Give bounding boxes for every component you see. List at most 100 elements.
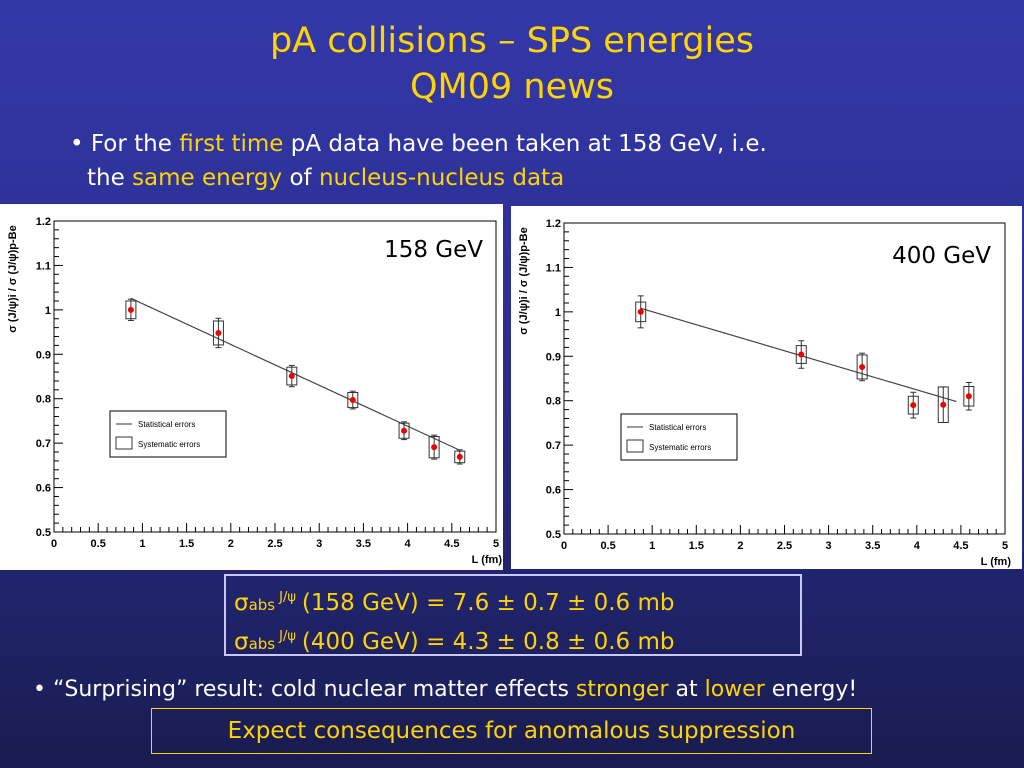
plot-frame	[53, 220, 497, 533]
point-marker	[859, 363, 866, 370]
x-tick-label: 3.5	[356, 538, 371, 550]
plot-158gev-panel: 0 0.5 1 1.5 2 2.5 3 3.5 4 4.5 5 0.5 0.6 0.7 0.8 0.9 1 1.1…	[0, 204, 503, 570]
legend-box	[620, 413, 738, 461]
y-tick-label: 0.9	[546, 351, 561, 363]
energy-label: 158 GeV	[384, 237, 483, 263]
y-axis-label: σ (J/ψ)i / σ (J/ψ)p-Be	[518, 227, 530, 334]
legend-sys-label: Systematic errors	[138, 440, 200, 449]
legend-sys-label: Systematic errors	[649, 443, 711, 452]
data-point	[795, 340, 807, 369]
legend-sys-swatch	[626, 439, 644, 453]
sigma-abs-400-line: σabs J/ψ (400 GeV) = 4.3 ± 0.8 ± 0.6 mb	[234, 621, 800, 660]
bullet1-text-c: the	[87, 165, 133, 191]
plot-400gev: 0 0.5 1 1.5 2 2.5 3 3.5 4 4.5 50.50.60.70.80.911.1…	[518, 218, 1012, 568]
x-tick-label: 4.5	[953, 540, 968, 552]
plot-frame	[563, 222, 1006, 535]
x-tick-label: 1.5	[689, 540, 704, 552]
point-marker	[456, 453, 463, 460]
point-marker	[349, 397, 356, 404]
data-point	[347, 390, 359, 410]
y-tick-label: 0.7	[546, 440, 561, 452]
bullet-first-time: • For the first time pA data have been t…	[70, 127, 767, 161]
y-tick-label: 0.6	[36, 483, 51, 495]
y-tick-label: 0.6	[546, 485, 561, 497]
x-tick-label: 3.5	[865, 540, 880, 552]
legend-stat-label: Statistical errors	[649, 423, 706, 432]
data-point	[907, 391, 919, 419]
slide-title-line1: pA collisions – SPS energies	[269, 21, 755, 61]
plot-400gev-panel: 0 0.5 1 1.5 2 2.5 3 3.5 4 4.5 5 0.5 0.6 0.7 0.8 0.9 1 1.1…	[511, 206, 1022, 569]
bullet-marker: •	[70, 131, 84, 157]
data-point	[963, 381, 975, 411]
x-tick-label: 1	[649, 540, 655, 552]
bullet1-text-d: of	[282, 165, 319, 191]
x-tick-label: 4	[405, 538, 412, 550]
sigma-abs-158-line: σabs J/ψ (158 GeV) = 7.6 ± 0.7 ± 0.6 mb	[234, 582, 800, 621]
sigma-symbol: σ	[234, 590, 249, 616]
x-tick-label: 0	[561, 540, 567, 552]
bullet2-text-a: “Surprising” result: cold nuclear matter…	[52, 677, 576, 702]
sigma-abs-results-box: σabs J/ψ (158 GeV) = 7.6 ± 0.7 ± 0.6 mb σa…	[224, 574, 802, 656]
x-tick-label: 5	[493, 538, 499, 550]
point-marker	[431, 444, 438, 451]
legend-sys-swatch	[115, 436, 133, 450]
slide-title-line2: QM09 news	[410, 67, 614, 107]
x-tick-label: 4	[914, 540, 921, 552]
point-marker	[215, 329, 222, 336]
data-point	[635, 295, 647, 329]
sigma-superscript: J/ψ	[279, 629, 296, 644]
x-tick-label: 0.5	[600, 540, 615, 552]
expect-consequences-box: Expect consequences for anomalous suppre…	[151, 708, 872, 754]
y-tick-label: 1.1	[36, 260, 51, 272]
legend-box	[109, 410, 227, 458]
bullet1-highlight-first-time: first time	[179, 131, 284, 157]
bullet1-highlight-nucleus-data: nucleus-nucleus data	[318, 165, 565, 191]
energy-label: 400 GeV	[892, 243, 991, 269]
sigma-abs-400-value: (400 GeV) = 4.3 ± 0.8 ± 0.6 mb	[301, 629, 675, 655]
x-tick-label: 2.5	[777, 540, 792, 552]
x-axis-label: L (fm)	[472, 554, 503, 566]
point-marker	[798, 351, 805, 358]
point-marker	[965, 393, 972, 400]
y-tick-label: 1	[555, 307, 561, 319]
bullet2-text-c: energy!	[764, 677, 858, 702]
plot-158gev: 0 0.5 1 1.5 2 2.5 3 3.5 4 4.5 50.50.60.70.80.911.1…	[7, 216, 503, 566]
y-tick-label: 0.9	[36, 349, 51, 361]
x-tick-label: 2.5	[267, 538, 282, 550]
x-tick-label: 3	[826, 540, 832, 552]
x-tick-label: 5	[1002, 540, 1008, 552]
sigma-subscript: abs	[248, 635, 276, 653]
bullet1-text-a: For the	[90, 131, 180, 157]
y-axis-label: σ (J/ψ)i / σ (J/ψ)p-Be	[7, 225, 19, 332]
x-tick-label: 1	[139, 538, 145, 550]
data-point	[398, 421, 410, 441]
y-tick-label: 1.1	[546, 262, 561, 274]
bullet2-text-b: at	[668, 677, 705, 702]
bullet2-highlight-stronger: stronger	[575, 677, 669, 702]
y-tick-label: 0.8	[546, 396, 561, 408]
x-tick-label: 0.5	[91, 538, 106, 550]
y-tick-label: 1	[45, 305, 51, 317]
bullet1-highlight-same-energy: same energy	[132, 165, 283, 191]
sigma-superscript: J/ψ	[279, 590, 296, 605]
point-marker	[401, 427, 408, 434]
bullet1-text-b: pA data have been taken at 158 GeV, i.e.	[283, 131, 767, 157]
data-point	[428, 434, 440, 460]
point-marker	[127, 306, 134, 313]
x-tick-label: 4.5	[444, 538, 459, 550]
y-tick-label: 0.5	[546, 529, 561, 541]
legend: Statistical errors Systematic errors	[109, 410, 227, 458]
x-tick-label: 1.5	[179, 538, 194, 550]
legend: Statistical errors Systematic errors	[620, 413, 738, 461]
sigma-subscript: abs	[248, 596, 276, 614]
x-axis-label: L (fm)	[981, 556, 1012, 568]
x-tick-label: 2	[228, 538, 234, 550]
point-marker	[288, 373, 295, 380]
point-marker	[940, 401, 947, 408]
y-tick-label: 1.2	[36, 216, 51, 228]
bullet-surprising-result: • “Surprising” result: cold nuclear matt…	[33, 673, 857, 707]
sigma-symbol: σ	[234, 629, 249, 655]
data-point	[454, 449, 466, 465]
y-tick-label: 0.8	[36, 394, 51, 406]
point-marker	[910, 402, 917, 409]
